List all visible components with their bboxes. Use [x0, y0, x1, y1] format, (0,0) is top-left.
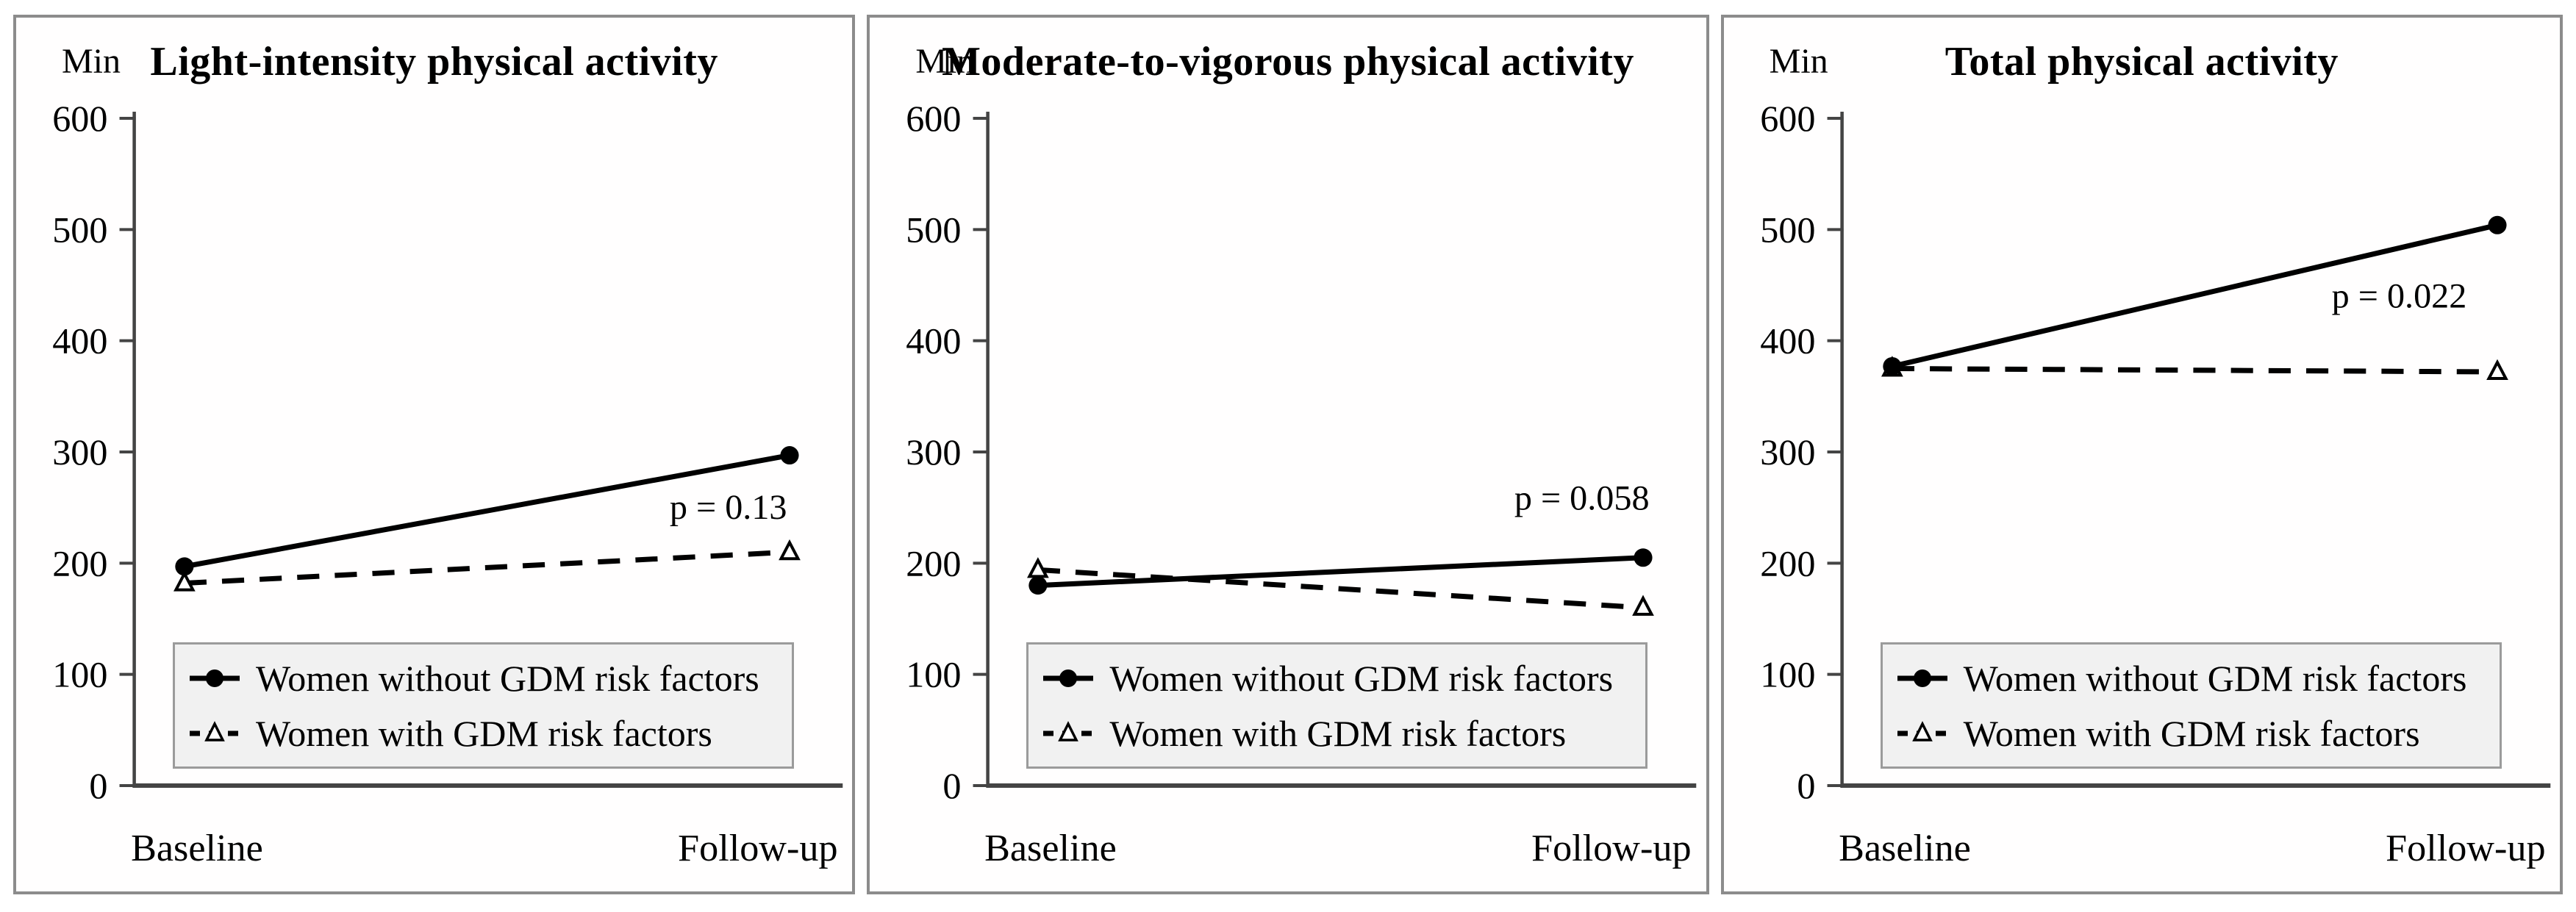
data-point-open-triangle	[173, 570, 196, 592]
data-point-filled-circle	[1882, 356, 1902, 376]
y-axis-tick-label: 600	[1760, 98, 1815, 139]
y-axis-tick-label: 600	[906, 98, 962, 139]
series-line-without-gdm	[1038, 555, 1644, 589]
data-point-filled-circle	[1028, 576, 1048, 595]
legend-label: Women with GDM risk factors	[1109, 712, 1567, 754]
legend-item-with-gdm: Women with GDM risk factors	[1042, 715, 1638, 752]
panel-title: Moderate-to-vigorous physical activity	[942, 39, 1634, 85]
y-axis-tick-label: 400	[52, 320, 107, 362]
y-axis-tick-label: 300	[52, 431, 107, 473]
panel-moderate-to-vigorous: Min Moderate-to-vigorous physical activi…	[867, 15, 1709, 894]
y-axis-unit-label: Min	[62, 42, 121, 81]
data-point-open-triangle	[2486, 359, 2508, 381]
x-axis-category-label: Follow-up	[678, 827, 837, 869]
y-axis-tick-label: 300	[906, 431, 962, 473]
line-chart-moderate-to-vigorous: 0 100 200 300 400 500 600 Baseline Follow-up p = …	[906, 98, 1697, 869]
data-point-filled-circle	[2488, 215, 2507, 234]
panel-light-intensity: Min Light-intensity physical activity 0 1…	[13, 15, 856, 894]
y-axis-tick-label: 600	[52, 98, 107, 139]
y-axis-tick-label: 100	[52, 654, 107, 695]
y-axis-tick-label: 200	[52, 542, 107, 584]
chart-legend: Women without GDM risk factors Women wit…	[1880, 642, 2502, 769]
y-axis-tick-label: 300	[1760, 431, 1815, 473]
y-axis-tick-label: 200	[906, 542, 962, 584]
y-axis-tick-label: 0	[1797, 765, 1815, 806]
legend-label: Women without GDM risk factors	[1109, 657, 1614, 699]
x-axis-category-label: Baseline	[1839, 827, 1971, 869]
data-point-filled-circle	[1634, 548, 1653, 567]
y-axis-tick-label: 400	[906, 320, 962, 362]
solid-line-filled-circle-marker-icon	[190, 669, 240, 687]
y-axis-tick-label: 0	[89, 765, 107, 806]
y-axis-tick-label: 100	[1760, 654, 1815, 695]
x-axis-category-label: Baseline	[984, 827, 1117, 869]
series-line-without-gdm	[1891, 222, 2498, 369]
legend-item-without-gdm: Women without GDM risk factors	[1042, 660, 1638, 697]
solid-line-filled-circle-marker-icon	[1897, 669, 1947, 687]
panel-title: Light-intensity physical activity	[150, 39, 718, 85]
p-value-annotation: p = 0.058	[1514, 479, 1650, 518]
panel-title: Total physical activity	[1944, 39, 2339, 85]
p-value-annotation: p = 0.022	[2331, 276, 2466, 315]
data-point-open-triangle	[1632, 595, 1655, 616]
data-point-filled-circle	[175, 557, 194, 576]
series-line-with-gdm	[1037, 567, 1644, 611]
legend-item-with-gdm: Women with GDM risk factors	[1896, 715, 2492, 752]
series-line-without-gdm	[184, 453, 790, 570]
legend-item-with-gdm: Women with GDM risk factors	[188, 715, 784, 752]
series-line-with-gdm	[184, 549, 790, 586]
y-axis-unit-label: Min	[1769, 42, 1828, 81]
line-chart-light-intensity: 0 100 200 300 400 500 600 Baseline Follow-up p = …	[52, 98, 843, 869]
legend-label: Women with GDM risk factors	[256, 712, 712, 754]
x-axis-category-label: Baseline	[131, 827, 263, 869]
y-axis-tick-label: 500	[906, 209, 962, 250]
data-point-filled-circle	[780, 446, 799, 465]
dashed-line-open-triangle-marker-icon	[190, 720, 240, 742]
chart-legend: Women without GDM risk factors Women wit…	[1026, 642, 1648, 769]
y-axis-tick-label: 500	[52, 209, 107, 250]
x-axis-category-label: Follow-up	[2386, 827, 2545, 869]
y-axis-tick-label: 0	[943, 765, 962, 806]
legend-label: Women without GDM risk factors	[1963, 657, 2467, 699]
y-axis-tick-label: 400	[1760, 320, 1815, 362]
legend-item-without-gdm: Women without GDM risk factors	[188, 660, 784, 697]
y-axis-tick-label: 500	[1760, 209, 1815, 250]
legend-item-without-gdm: Women without GDM risk factors	[1896, 660, 2492, 697]
y-axis-unit-label: Min	[915, 42, 975, 81]
legend-label: Women with GDM risk factors	[1963, 712, 2420, 754]
data-point-open-triangle	[779, 539, 801, 561]
dashed-line-open-triangle-marker-icon	[1897, 720, 1947, 742]
y-axis-tick-label: 100	[906, 654, 962, 695]
line-chart-total-activity: 0 100 200 300 400 500 600 Baseline Follow-up p = …	[1760, 98, 2550, 869]
x-axis-category-label: Follow-up	[1531, 827, 1691, 869]
dashed-line-open-triangle-marker-icon	[1043, 720, 1094, 742]
p-value-annotation: p = 0.13	[670, 488, 787, 527]
y-axis-tick-label: 200	[1760, 542, 1815, 584]
panel-total-activity: Min Total physical activity 0 100 200 300 40…	[1720, 15, 2563, 894]
solid-line-filled-circle-marker-icon	[1043, 669, 1094, 687]
chart-legend: Women without GDM risk factors Women wit…	[173, 642, 794, 769]
series-line-with-gdm	[1892, 366, 2497, 375]
legend-label: Women without GDM risk factors	[256, 657, 759, 699]
